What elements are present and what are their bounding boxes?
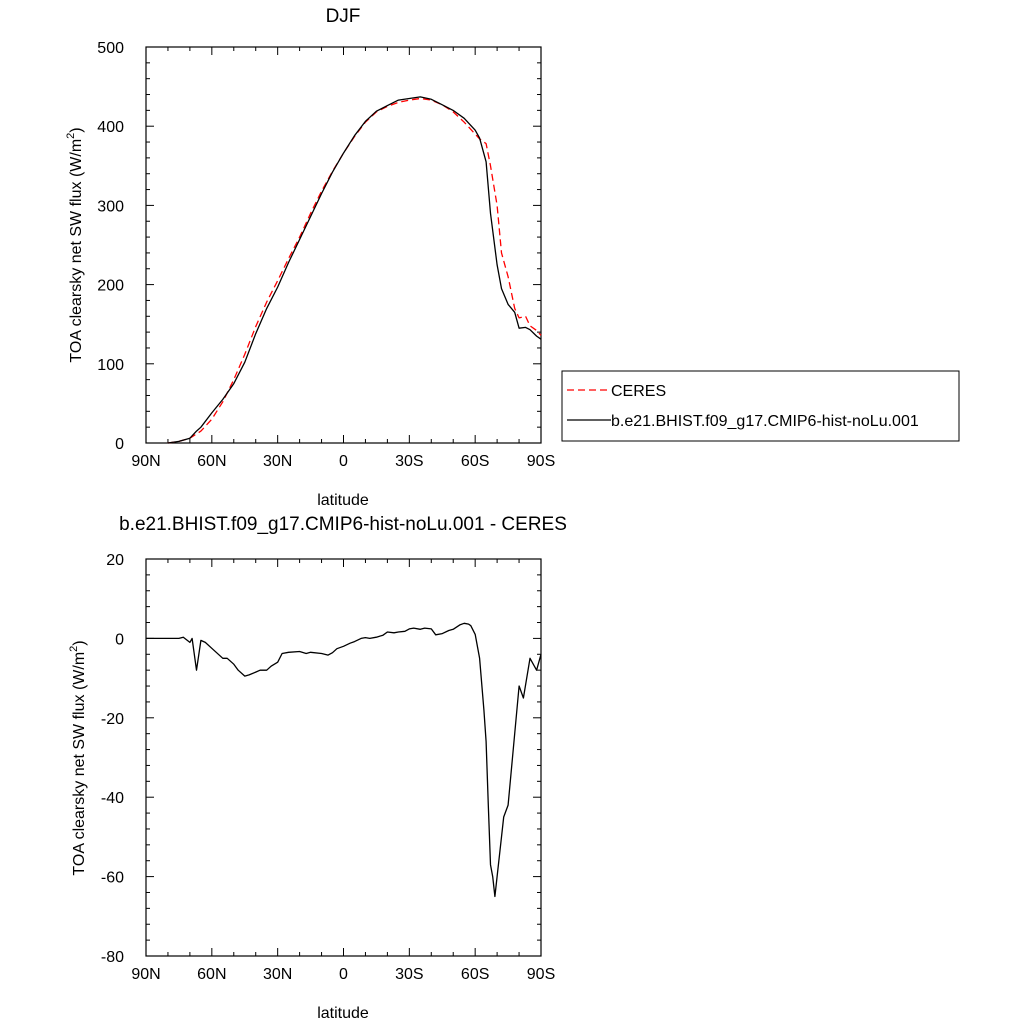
- top-plot-frame: [145, 46, 542, 444]
- bottom-x-tick-label: 0: [339, 966, 348, 983]
- top-chart-title: DJF: [326, 6, 361, 27]
- top-x-axis-label: latitude: [317, 492, 369, 509]
- bottom-y-tick-label: -80: [101, 949, 124, 966]
- top-y-tick-label: 400: [97, 119, 124, 136]
- top-y-tick-label: 0: [115, 436, 124, 453]
- top-series-layer: [167, 96, 542, 444]
- bottom-x-tick-label: 90N: [131, 966, 160, 983]
- top-x-tick-label: 60N: [197, 453, 226, 470]
- bottom-y-tick-label: 20: [106, 552, 124, 569]
- bottom-y-tick-label: -60: [101, 870, 124, 887]
- top-series-line-model: [167, 96, 542, 444]
- bottom-series-layer: [146, 622, 542, 898]
- top-x-tick-label: 30S: [395, 453, 423, 470]
- legend-model-label: b.e21.BHIST.f09_g17.CMIP6-hist-noLu.001: [611, 413, 919, 430]
- top-y-axis-label: TOA clearsky net SW flux (W/m2): [65, 127, 85, 362]
- top-y-tick-label: 100: [97, 357, 124, 374]
- legend-box: [561, 370, 960, 442]
- bottom-x-axis-label: latitude: [317, 1005, 369, 1022]
- legend: CERES b.e21.BHIST.f09_g17.CMIP6-hist-noL…: [561, 370, 960, 442]
- bottom-y-tick-label: 0: [115, 631, 124, 648]
- bottom-x-tick-label: 60S: [461, 966, 489, 983]
- top-x-tick-label: 0: [339, 453, 348, 470]
- top-x-tick-label: 90N: [131, 453, 160, 470]
- top-x-tick-label: 90S: [527, 453, 555, 470]
- top-chart-panel: DJF 90N 60N 30N 0 30S 60S 90S0100200300400500 …: [65, 6, 555, 509]
- top-y-tick-label: 300: [97, 198, 124, 215]
- legend-ceres-label: CERES: [611, 383, 666, 400]
- bottom-plot-frame: [145, 558, 542, 957]
- top-x-tick-label: 60S: [461, 453, 489, 470]
- top-y-tick-label: 500: [97, 40, 124, 57]
- top-axis-ticks: 90N 60N 30N 0 30S 60S 90S 0 100 200 300 400 500: [97, 40, 555, 470]
- bottom-series-line-model: [146, 622, 542, 898]
- bottom-y-tick-label: -40: [101, 790, 124, 807]
- bottom-x-tick-label: 30S: [395, 966, 423, 983]
- bottom-x-tick-label: 30N: [263, 966, 292, 983]
- bottom-y-axis-label: TOA clearsky net SW flux (W/m2): [68, 640, 88, 875]
- bottom-y-tick-label: -20: [101, 711, 124, 728]
- bottom-x-tick-label: 60N: [197, 966, 226, 983]
- bottom-chart-title: b.e21.BHIST.f09_g17.CMIP6-hist-noLu.001 …: [119, 514, 567, 535]
- bottom-axis-ticks: 90N 60N 30N 0 30S 60S 90S -80 -60 -40 -20 0 20: [101, 552, 555, 983]
- top-x-tick-label: 30N: [263, 453, 292, 470]
- bottom-x-tick-label: 90S: [527, 966, 555, 983]
- top-series-line-ceres: [167, 97, 542, 444]
- bottom-chart-panel: b.e21.BHIST.f09_g17.CMIP6-hist-noLu.001 …: [68, 514, 567, 1022]
- top-y-tick-label: 200: [97, 278, 124, 295]
